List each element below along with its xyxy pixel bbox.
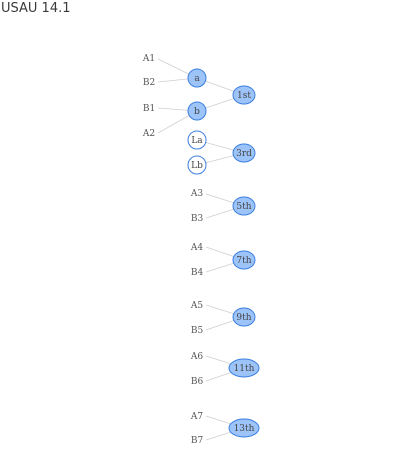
seed-label-b5: B5	[191, 326, 204, 336]
placement-node-11th-shape	[228, 358, 260, 378]
placement-node-1st-shape	[232, 85, 256, 105]
placement-node-7th: 7th	[232, 250, 256, 270]
seed-label-b7: B7	[191, 436, 204, 446]
game-node-a: a	[187, 68, 207, 88]
seed-label-a5: A5	[190, 301, 203, 311]
placement-node-9th: 9th	[232, 307, 256, 327]
game-node-a-shape	[187, 68, 207, 88]
seed-label-b4: B4	[191, 268, 204, 278]
game-node-la-shape	[187, 130, 207, 150]
seed-label-a4: A4	[190, 243, 203, 253]
seed-label-a6: A6	[190, 352, 203, 362]
seed-label-a3: A3	[190, 189, 203, 199]
game-node-lb-shape	[187, 155, 207, 175]
game-node-b-shape	[187, 101, 207, 121]
game-node-lb-label: Lb	[191, 161, 203, 171]
seed-label-a2: A2	[142, 129, 155, 139]
seed-label-a7: A7	[190, 412, 203, 422]
game-node-a-label: a	[194, 74, 200, 84]
placement-node-1st: 1st	[232, 85, 256, 105]
placement-node-13th-label: 13th	[234, 424, 255, 434]
seed-label-b6: B6	[191, 377, 204, 387]
game-node-b-label: b	[194, 107, 200, 117]
placement-node-13th-shape	[228, 418, 260, 438]
game-node-la-label: La	[191, 136, 203, 146]
placement-node-3rd-label: 3rd	[236, 149, 252, 159]
placement-node-9th-shape	[232, 307, 256, 327]
placement-node-7th-shape	[232, 250, 256, 270]
placement-node-3rd-shape	[232, 143, 256, 163]
seed-label-a1: A1	[142, 54, 155, 64]
placement-node-11th-label: 11th	[234, 364, 255, 374]
page-title: USAU 14.1	[1, 1, 71, 16]
placement-node-5th-label: 5th	[236, 202, 251, 212]
placement-node-13th: 13th	[228, 418, 260, 438]
placement-node-5th-shape	[232, 196, 256, 216]
placement-node-5th: 5th	[232, 196, 256, 216]
seed-label-b3: B3	[191, 214, 204, 224]
placement-node-11th: 11th	[228, 358, 260, 378]
game-node-la: La	[187, 130, 207, 150]
seed-label-b1: B1	[143, 104, 155, 114]
seed-label-b2: B2	[143, 78, 155, 88]
placement-node-9th-label: 9th	[236, 313, 251, 323]
placement-node-1st-label: 1st	[237, 91, 251, 101]
placement-node-3rd: 3rd	[232, 143, 256, 163]
game-node-b: b	[187, 101, 207, 121]
game-node-lb: Lb	[187, 155, 207, 175]
placement-node-7th-label: 7th	[236, 256, 251, 266]
